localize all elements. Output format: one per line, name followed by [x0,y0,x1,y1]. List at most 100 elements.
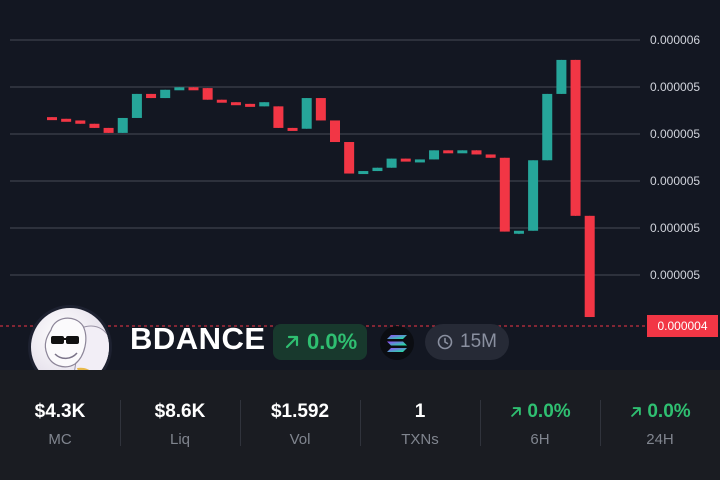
stat-label: 6H [530,431,550,448]
candle-up [372,167,383,172]
candle-body [89,123,100,128]
candle-down [188,87,199,91]
candle-body [499,157,510,232]
candle-body [301,98,312,129]
candle-down [89,123,100,128]
candle-down [584,215,595,318]
stat-liquidity: $8.6K Liq [120,370,240,480]
candle-down [344,142,355,174]
arrow-up-right-icon [511,407,522,417]
candle-body [344,142,355,174]
candle-body [570,59,581,216]
stat-value: $8.6K [154,401,206,422]
candle-body [556,59,567,94]
stat-label: Vol [289,431,311,448]
candle-body [528,160,539,231]
candle-down [499,157,510,232]
stat-value: 0.0% [509,400,571,424]
candle-body [542,93,553,161]
candle-body [245,103,256,107]
interval-selector[interactable]: 15M [425,324,509,360]
candle-body [400,158,411,162]
candle-down [75,120,86,124]
y-tick-label: 0.000005 [650,174,700,188]
candle-body [471,150,482,155]
candle-down [103,127,114,133]
candle-body [230,102,241,106]
candle-down [400,158,411,162]
y-tick-label: 0.000006 [650,33,700,47]
candle-up [358,171,369,175]
candle-body [75,120,86,124]
candle-body [485,154,496,158]
candle-down [47,117,57,121]
candle-body [103,127,114,133]
stat-value: $1.592 [270,401,330,422]
candle-up [131,93,142,118]
stat-label: MC [48,431,72,448]
arrow-up-right-icon [285,335,299,349]
candle-down [570,59,581,216]
stat-label: Liq [169,431,191,448]
stats-bar: $4.3K MC $8.6K Liq $1.592 Vol 1 TXNs 0.0… [0,370,720,480]
candle-body [47,117,57,121]
candle-down [245,103,256,107]
candle-body [202,88,213,100]
stat-value: 0.0% [629,400,691,424]
candle-down [471,150,482,155]
candle-body [188,87,199,91]
price-change-badge: 0.0% [273,324,368,360]
candle-body [117,117,128,133]
stat-value: 1 [414,401,426,422]
candle-down [315,98,326,121]
candle-body [414,159,425,163]
stat-volume: $1.592 Vol [240,370,360,480]
y-axis-ticks: 0.000006 0.000005 0.000005 0.000005 0.000005… [650,33,700,282]
candle-up [160,89,171,99]
y-tick-label: 0.000005 [650,268,700,282]
y-tick-label: 0.000005 [650,127,700,141]
candle-down [230,102,241,106]
candle-body [513,230,524,234]
candle-down [216,99,227,103]
candle-body [315,98,326,121]
token-header: BDANCE 0.0% 15M [0,305,720,389]
stat-change-value: 0.0% [647,401,691,422]
solana-icon [380,326,414,360]
clock-icon [437,334,453,350]
candle-down [61,118,72,122]
stat-transactions: 1 TXNs [360,370,480,480]
candle-body [429,150,440,160]
candle-up [117,117,128,133]
y-tick-label: 0.000005 [650,80,700,94]
candle-body [160,89,171,99]
stat-change-24h: 0.0% 24H [600,370,720,480]
price-chart[interactable]: 0.000006 0.000005 0.000005 0.000005 0.000005… [0,0,720,370]
candle-body [287,127,298,131]
candle-down [330,120,340,143]
stat-change-value: 0.0% [527,401,571,422]
candle-up [429,150,440,160]
candle-down [146,93,157,99]
candle-body [259,102,270,107]
stat-label: TXNs [401,431,439,448]
candle-down [485,154,496,158]
price-change-value: 0.0% [307,329,358,354]
candle-body [61,118,72,122]
candle-body [584,215,595,318]
candle-body [372,167,383,172]
candle-body [273,106,284,128]
candle-body [146,93,157,99]
current-price-label: 0.000004 [647,315,718,337]
stat-market-cap: $4.3K MC [0,370,120,480]
candle-body [216,99,227,103]
y-tick-label: 0.000005 [650,221,700,235]
candle-body [358,171,369,175]
stat-change-6h: 0.0% 6H [480,370,600,480]
candle-up [457,150,468,154]
candle-up [513,230,524,235]
candle-up [414,159,425,163]
candle-up [386,158,397,168]
chart-grid [10,39,640,276]
candles [47,59,595,318]
